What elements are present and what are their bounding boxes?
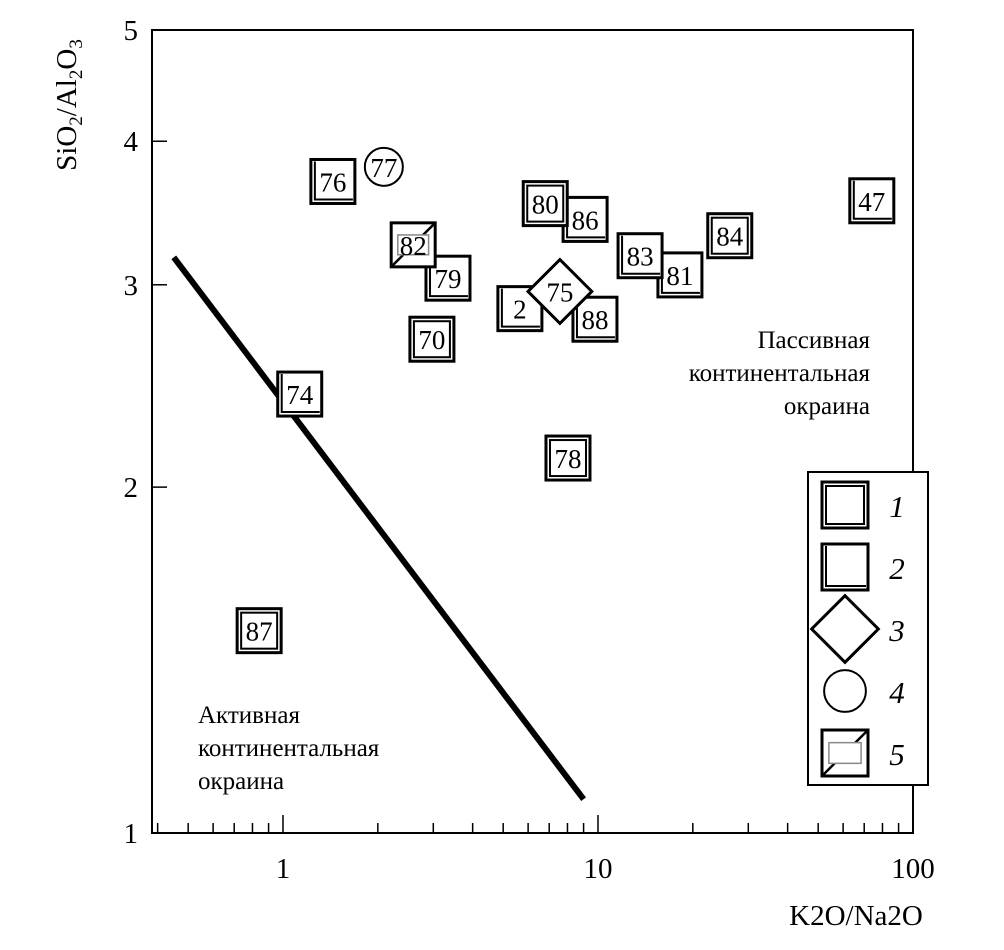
marker-outer-square — [848, 177, 896, 225]
marker-inner-square — [825, 485, 865, 525]
marker-diamond — [525, 257, 594, 326]
plot-frame — [151, 29, 914, 834]
y-axis-label: SiO2/Al2O3 — [51, 39, 87, 171]
data-point: 76 — [309, 157, 357, 205]
marker-inner-square — [710, 216, 749, 255]
marker-outer-square — [235, 607, 283, 655]
data-point-label: 75 — [546, 277, 573, 307]
data-point: 80 — [521, 180, 569, 228]
data-point: 75 — [525, 257, 594, 326]
legend-label: 5 — [889, 737, 905, 772]
marker-shadow — [852, 180, 892, 220]
y-axis-label-part: 3 — [66, 39, 87, 49]
marker-shadow — [621, 235, 661, 275]
marker-outer-square — [616, 232, 664, 280]
marker-inner-box — [828, 741, 862, 765]
marker-shadow — [313, 161, 353, 201]
y-tick-label: 3 — [124, 270, 139, 302]
legend-label: 2 — [889, 551, 905, 586]
marker-shadow — [280, 374, 320, 414]
data-point: 82 — [389, 221, 437, 269]
region-label-passive: окраина — [784, 393, 870, 420]
marker-outer-square — [571, 295, 619, 343]
legend-label: 3 — [888, 613, 905, 648]
y-tick-label: 1 — [124, 818, 139, 850]
marker-inner-square — [240, 611, 279, 650]
marker-outer-square — [276, 370, 324, 418]
y-tick-label: 4 — [124, 126, 139, 158]
data-point: 88 — [571, 295, 619, 343]
data-point-label: 86 — [572, 205, 599, 235]
y-axis-label-part: /Al — [51, 79, 83, 116]
data-point-label: 78 — [554, 444, 581, 474]
legend-label: 4 — [889, 675, 905, 710]
data-point: 84 — [706, 212, 754, 260]
data-point: 70 — [408, 315, 456, 363]
region-label-active: Активная — [198, 702, 300, 729]
data-point-label: 84 — [716, 222, 744, 252]
data-point-label: 2 — [513, 295, 527, 325]
data-point: 87 — [235, 607, 283, 655]
y-axis-label-part: 2 — [66, 70, 87, 80]
data-point-label: 82 — [400, 231, 427, 261]
marker-outer-square — [521, 180, 569, 228]
marker-outer-square — [656, 251, 704, 299]
legend-label: 1 — [889, 489, 905, 524]
x-axis-label: K2O/Na2O — [789, 900, 923, 932]
y-axis-label-part: O — [51, 49, 83, 70]
y-axis-label-part: SiO — [51, 126, 83, 171]
marker-shadow — [575, 299, 615, 339]
marker-circle — [363, 146, 404, 187]
legend: 1 2 3 4 5 — [807, 471, 929, 786]
region-label-active: окраина — [198, 768, 284, 795]
y-tick-label: 2 — [124, 472, 139, 504]
data-point-label: 76 — [319, 167, 346, 197]
marker-diamond — [809, 593, 881, 665]
marker-outer-square — [706, 212, 754, 260]
x-tick-label: 10 — [584, 853, 613, 885]
marker-inner-square — [412, 320, 451, 359]
region-label-passive: Пассивная — [758, 327, 871, 354]
data-point: 74 — [276, 370, 324, 418]
data-point: 78 — [544, 434, 592, 482]
data-point-label: 88 — [581, 305, 608, 335]
data-point: 81 — [656, 251, 704, 299]
marker-inner-square — [548, 439, 587, 478]
data-point: 83 — [616, 232, 664, 280]
data-point-label: 70 — [418, 325, 445, 355]
marker-outer-square — [408, 315, 456, 363]
data-point: 86 — [561, 195, 609, 243]
marker-outer-square — [544, 434, 592, 482]
data-point-label: 87 — [246, 617, 273, 647]
data-point-label: 77 — [370, 153, 397, 183]
data-point-label: 74 — [286, 380, 314, 410]
boundary-line — [171, 255, 586, 802]
data-point-label: 83 — [627, 242, 654, 272]
marker-shadow — [825, 546, 866, 587]
data-point-label: 47 — [858, 187, 885, 217]
marker-outer-square — [820, 480, 870, 530]
y-axis-label-part: 2 — [66, 116, 87, 126]
marker-outer-square — [424, 254, 472, 302]
marker-shadow — [428, 258, 468, 298]
marker-inner-box — [397, 234, 430, 256]
region-label-active: континентальная — [198, 735, 380, 762]
x-tick-label: 100 — [891, 853, 935, 885]
data-point: 77 — [363, 146, 404, 187]
marker-circle — [823, 669, 867, 713]
y-tick-label: 5 — [124, 15, 139, 47]
data-point: 79 — [424, 254, 472, 302]
data-point-label: 79 — [434, 264, 461, 294]
region-label-passive: континентальная — [689, 360, 871, 387]
data-point-label: 80 — [532, 190, 559, 220]
data-point: 47 — [848, 177, 896, 225]
marker-outer-square — [820, 542, 870, 592]
marker-inner-square — [526, 184, 565, 223]
x-tick-label: 1 — [276, 853, 291, 885]
data-point-label: 81 — [666, 261, 693, 291]
marker-shadow — [500, 288, 540, 328]
marker-outer-square — [309, 157, 357, 205]
